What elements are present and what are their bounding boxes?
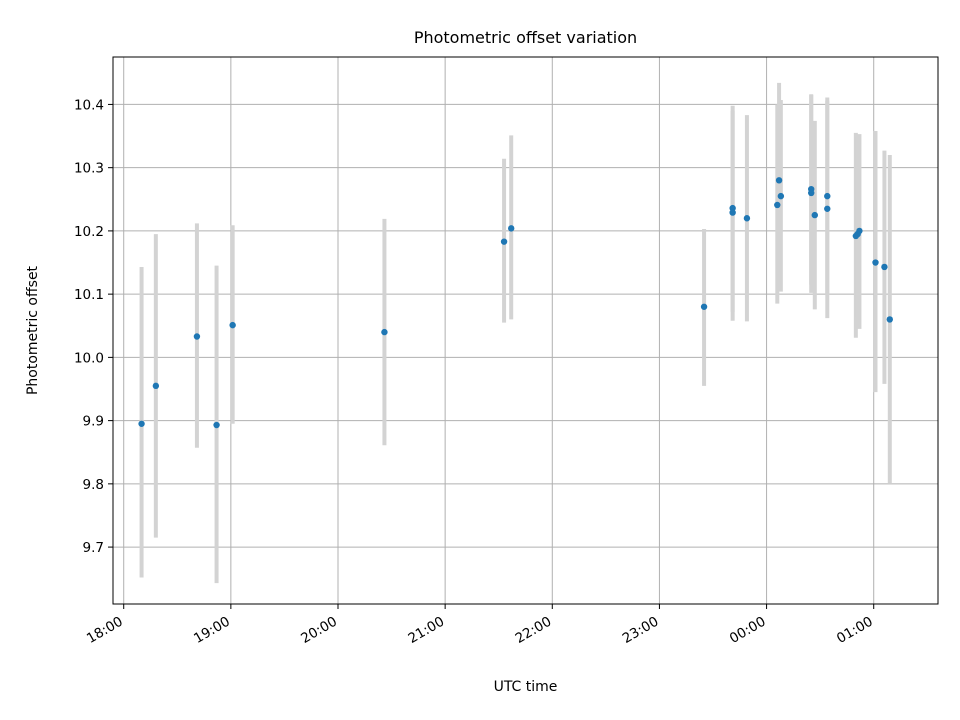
- data-point: [872, 259, 879, 266]
- data-point: [729, 204, 736, 212]
- data-point: [193, 333, 201, 340]
- data-point: [700, 303, 708, 310]
- data-point: [824, 192, 831, 200]
- data-point: [824, 205, 831, 212]
- x-axis-label: UTC time: [494, 679, 558, 695]
- data-point: [856, 227, 863, 235]
- data-point: [743, 215, 751, 222]
- data-point: [229, 321, 236, 329]
- y-tick-label: 10.1: [74, 287, 104, 303]
- data-point: [381, 328, 388, 336]
- data-point: [811, 211, 818, 219]
- grid: [113, 57, 938, 604]
- data-point: [886, 316, 893, 323]
- y-tick-label: 10.4: [74, 97, 104, 113]
- data-point: [808, 189, 815, 197]
- data-point: [775, 177, 783, 184]
- y-tick-label: 10.2: [74, 224, 104, 240]
- y-tick-label: 10.3: [74, 161, 104, 177]
- data-point: [774, 201, 781, 209]
- data-point: [138, 420, 145, 427]
- data-point: [777, 192, 785, 200]
- data-point: [508, 225, 515, 232]
- y-tick-label: 9.7: [83, 540, 104, 556]
- y-tick-label: 9.9: [83, 414, 104, 430]
- plot-frame: [112, 56, 939, 605]
- y-tick-label: 10.0: [74, 350, 104, 366]
- y-axis-label: Photometric offset: [25, 265, 41, 395]
- y-axis: 9.7 9.8 9.9 10.0 10.1 10.2 10.3 10.4: [74, 97, 113, 556]
- data-point: [213, 421, 220, 429]
- data-points: [138, 177, 893, 429]
- data-point: [729, 209, 736, 216]
- data-point: [500, 238, 508, 245]
- data-point: [152, 382, 160, 390]
- chart-title: Photometric offset variation: [414, 28, 637, 47]
- y-tick-label: 9.8: [83, 477, 104, 493]
- data-point: [881, 263, 888, 271]
